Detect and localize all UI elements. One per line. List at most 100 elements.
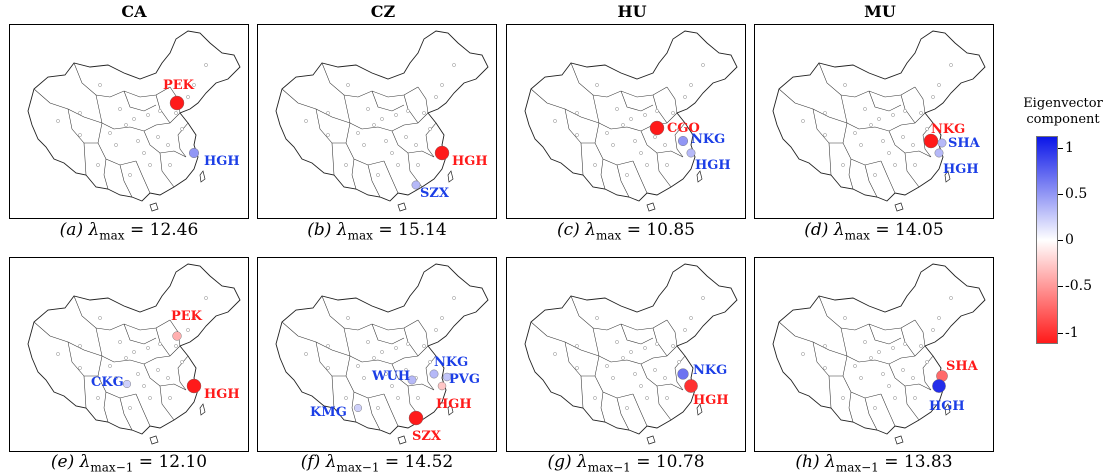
airport-dot — [575, 366, 579, 370]
airport-dot — [136, 372, 140, 376]
airport-dot — [452, 296, 456, 300]
province-border — [331, 142, 335, 176]
airport-dot — [645, 163, 649, 167]
airport-dot — [174, 344, 178, 348]
airport-dot — [919, 111, 923, 115]
map-panel-h: SHA HGH — [754, 257, 994, 452]
airport-dot — [863, 340, 867, 344]
airport-dot — [663, 143, 667, 147]
airport-dot — [346, 83, 350, 87]
province-border — [351, 158, 357, 190]
province-border — [123, 323, 157, 345]
airport-dot — [801, 119, 805, 123]
airport-dot — [96, 396, 100, 400]
province-border — [818, 295, 916, 331]
city-marker-hgh — [934, 148, 944, 158]
province-border — [880, 393, 896, 427]
province-border — [900, 94, 916, 124]
city-marker-nkg — [677, 135, 688, 146]
province-border — [904, 385, 920, 421]
caption-f: (f) λmax−1 = 14.52 — [300, 452, 454, 474]
city-label-nkg: NKG — [691, 132, 725, 147]
province-border — [383, 160, 399, 194]
airport-dot — [823, 344, 827, 348]
island-outline — [696, 403, 703, 416]
airport-dot — [346, 316, 350, 320]
province-border — [349, 345, 429, 365]
airport-dot — [406, 342, 410, 346]
airport-dot — [925, 127, 929, 131]
airport-dot — [843, 316, 847, 320]
city-label-nkg: NKG — [931, 122, 965, 137]
airport-dot — [396, 396, 400, 400]
airport-dot — [575, 111, 579, 115]
airport-dot — [78, 133, 82, 137]
airport-dot — [877, 117, 881, 121]
city-marker-nkg — [677, 368, 689, 380]
airport-dot — [390, 384, 394, 388]
island-outline — [944, 170, 951, 183]
city-marker-sha — [937, 138, 947, 148]
airport-dot — [593, 163, 597, 167]
province-border — [321, 62, 419, 98]
china-map: WUH NKG PVG HGH KMG SZX — [275, 263, 489, 445]
airport-dot — [841, 163, 845, 167]
colorbar-label-neg-0-5: -0.5 — [1065, 278, 1092, 294]
airport-dot — [380, 350, 384, 354]
airport-dot — [326, 133, 330, 137]
island-outline — [397, 435, 407, 445]
airport-dot — [615, 340, 619, 344]
airport-dot — [643, 346, 647, 350]
airport-dot — [873, 406, 877, 410]
city-label-szx: SZX — [420, 186, 450, 201]
province-border — [67, 341, 98, 377]
province-border — [73, 62, 171, 98]
airport-dot — [406, 109, 410, 113]
province-border — [135, 393, 151, 427]
airport-dot — [428, 127, 432, 131]
province-border — [343, 327, 385, 399]
province-border — [570, 62, 668, 98]
airport-dot — [655, 342, 659, 346]
province-border — [592, 94, 634, 166]
map-panel-d: NKG SHA HGH — [754, 24, 994, 219]
caption-e: (e) λmax−1 = 12.10 — [50, 452, 208, 474]
city-label-hgh: HGH — [436, 397, 472, 412]
province-border — [143, 130, 187, 158]
airport-dot — [146, 113, 150, 117]
province-border — [632, 393, 648, 427]
province-border — [818, 62, 916, 98]
airport-dot — [665, 396, 669, 400]
island-outline — [199, 403, 206, 416]
airport-dot — [380, 117, 384, 121]
island-outline — [199, 170, 206, 183]
airport-dot — [404, 135, 408, 139]
airport-dot — [372, 123, 376, 127]
airport-dot — [911, 376, 915, 380]
airport-dot — [639, 384, 643, 388]
province-border — [616, 397, 630, 431]
airport-dot — [605, 364, 609, 368]
airport-dot — [643, 113, 647, 117]
caption-b: (b) λmax = 15.14 — [307, 220, 447, 243]
province-border — [880, 160, 896, 194]
airport-dot — [146, 346, 150, 350]
colorbar-label-0: 0 — [1065, 232, 1074, 248]
china-map: HGH SZX — [275, 30, 489, 212]
airport-dot — [841, 396, 845, 400]
province-border — [652, 94, 668, 124]
airport-dot — [158, 342, 162, 346]
airport-dot — [677, 360, 681, 364]
airport-dot — [893, 396, 897, 400]
province-border — [119, 397, 133, 431]
map-panel-f: WUH NKG PVG HGH KMG SZX — [257, 257, 497, 452]
colorbar-gradient — [1036, 136, 1058, 344]
airport-dot — [873, 173, 877, 177]
airport-dot — [148, 163, 152, 167]
colorbar-label-1: 1 — [1065, 140, 1074, 156]
airport-dot — [701, 63, 705, 67]
airport-dot — [396, 163, 400, 167]
airport-dot — [204, 296, 208, 300]
airport-dot — [689, 316, 693, 320]
